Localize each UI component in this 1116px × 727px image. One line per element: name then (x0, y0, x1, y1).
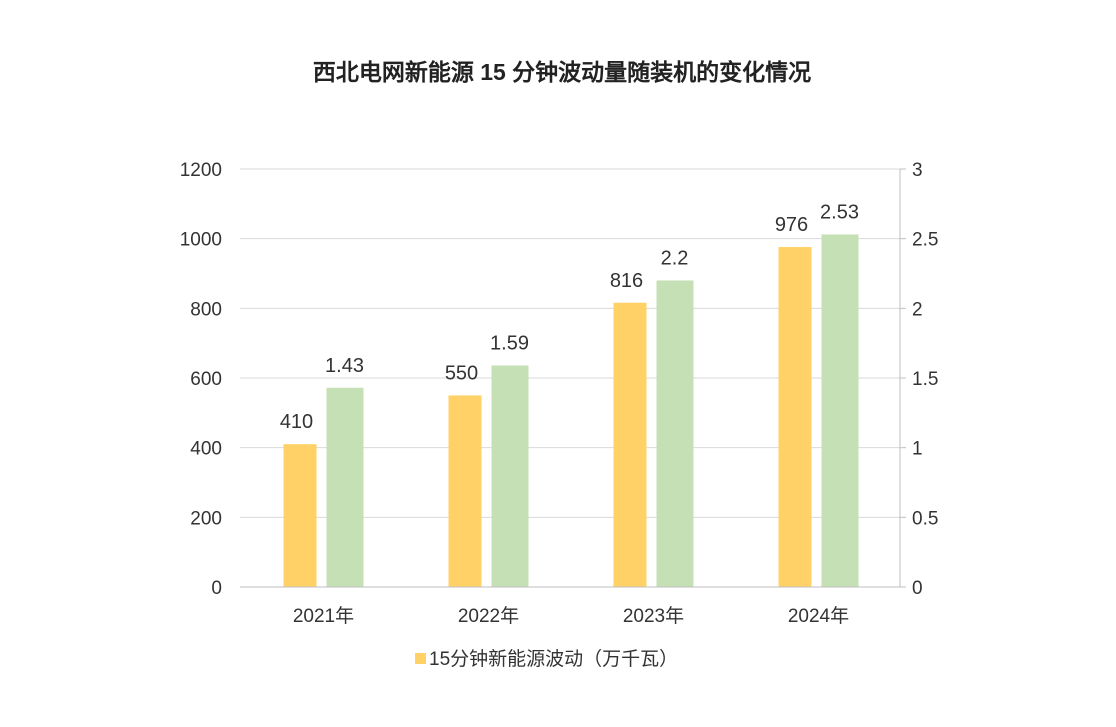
right-tick-label: 1.5 (912, 369, 938, 390)
x-tick-label: 2023年 (623, 605, 684, 627)
bar-fluctuation (283, 444, 317, 587)
legend: 15分钟新能源波动（万千瓦） (415, 648, 678, 670)
left-tick-label: 800 (190, 299, 222, 320)
right-tick-label: 2.5 (912, 230, 938, 251)
data-label-fluctuation: 410 (280, 411, 313, 433)
data-label-fluctuation: 550 (445, 362, 478, 384)
left-tick-label: 600 (190, 369, 222, 390)
right-tick-label: 3 (912, 160, 923, 181)
x-tick-label: 2021年 (293, 605, 354, 627)
legend-label: 15分钟新能源波动（万千瓦） (429, 648, 678, 670)
bar-ratio (821, 234, 859, 587)
x-tick-label: 2024年 (788, 605, 849, 627)
right-tick-label: 2 (912, 299, 923, 320)
left-tick-label: 400 (190, 439, 222, 460)
bar-ratio (656, 280, 694, 587)
chart-title: 西北电网新能源 15 分钟波动量随装机的变化情况 (313, 59, 811, 85)
data-label-ratio: 2.53 (820, 201, 859, 223)
left-tick-label: 200 (190, 508, 222, 529)
data-label-ratio: 1.43 (325, 355, 364, 377)
data-label-fluctuation: 976 (775, 214, 808, 236)
x-tick-label: 2022年 (458, 605, 519, 627)
left-tick-label: 1000 (180, 230, 222, 251)
bars: 410 1.43 550 1.59 816 2.2 976 2.53 (280, 201, 859, 587)
right-tick-label: 0 (912, 578, 923, 599)
left-tick-label: 0 (211, 578, 222, 599)
left-tick-label: 1200 (180, 160, 222, 181)
right-tick-label: 1 (912, 439, 923, 460)
data-label-ratio: 1.59 (490, 332, 529, 354)
bar-fluctuation (778, 247, 812, 587)
right-tick-label: 0.5 (912, 508, 938, 529)
data-label-fluctuation: 816 (610, 270, 643, 292)
legend-swatch (415, 653, 426, 664)
bar-ratio (326, 387, 364, 587)
bar-fluctuation (448, 395, 482, 587)
data-label-ratio: 2.2 (661, 247, 689, 269)
bar-fluctuation (613, 302, 647, 587)
bar-ratio (491, 365, 529, 587)
